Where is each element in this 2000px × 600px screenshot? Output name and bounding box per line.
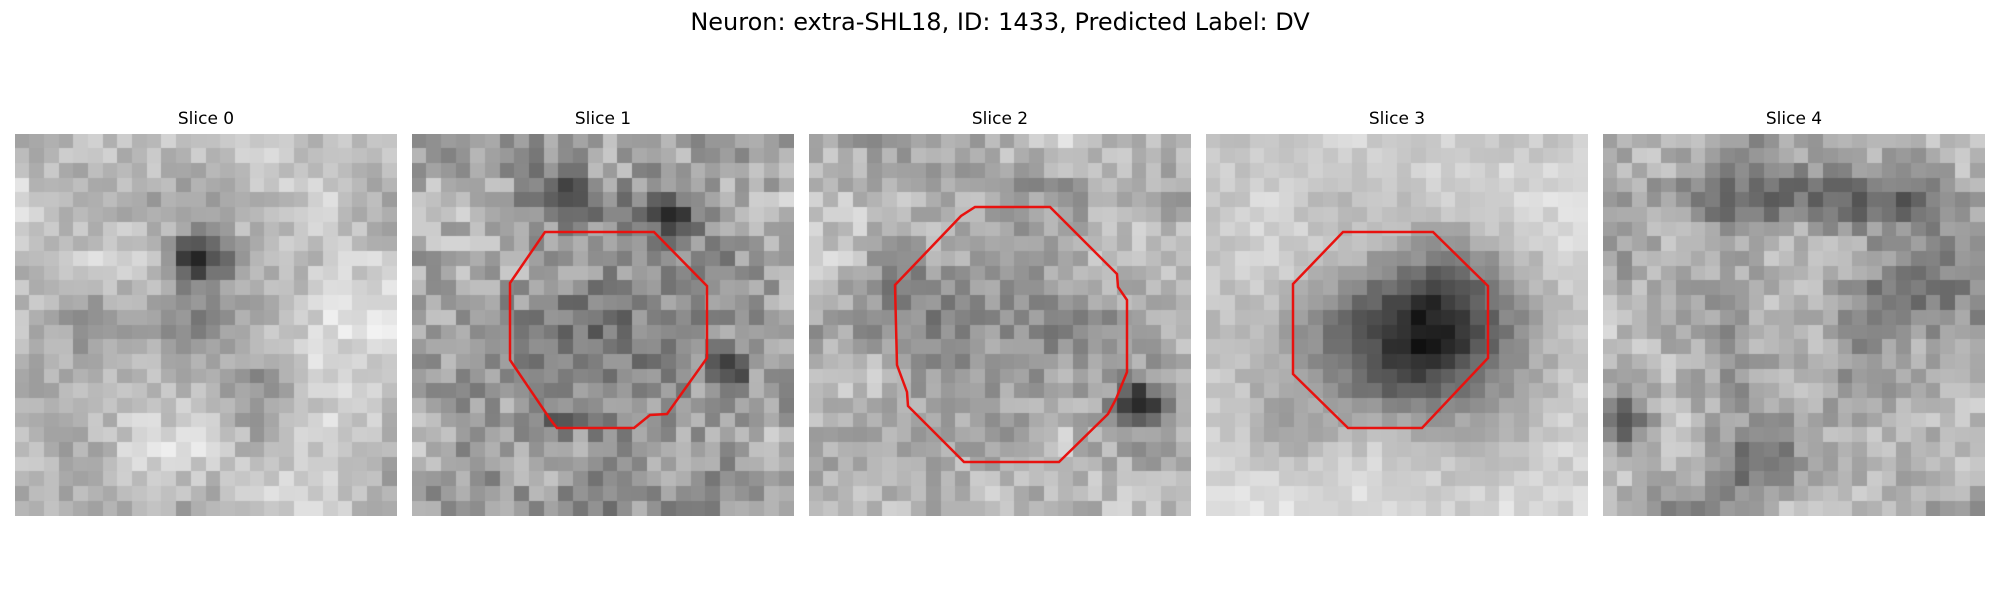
slice-1-roi-contour: [508, 230, 709, 430]
slice-4-image: [1603, 134, 1985, 516]
slice-3-image: [1206, 134, 1588, 516]
slice-3-contour-overlay: [1291, 230, 1490, 430]
panel-title-slice-0: Slice 0: [177, 109, 235, 129]
panel-title-slice-1: Slice 1: [574, 109, 632, 129]
panel-title-slice-3: Slice 3: [1368, 109, 1426, 129]
figure-title: Neuron: extra-SHL18, ID: 1433, Predicted…: [690, 8, 1310, 36]
slice-1-contour-overlay: [508, 230, 709, 430]
slice-2-contour-overlay: [893, 205, 1129, 464]
panel-title-slice-2: Slice 2: [971, 109, 1029, 129]
slice-1-image: [412, 134, 794, 516]
slice-2-roi-contour: [893, 205, 1129, 464]
slice-3-roi-contour: [1291, 230, 1490, 430]
slice-0-image: [15, 134, 397, 516]
panel-title-slice-4: Slice 4: [1765, 109, 1823, 129]
